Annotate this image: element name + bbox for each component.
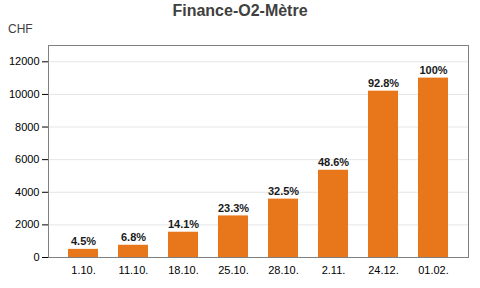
- svg-text:25.10.: 25.10.: [218, 264, 249, 276]
- svg-text:18.10.: 18.10.: [168, 264, 199, 276]
- svg-text:4000: 4000: [15, 186, 39, 198]
- svg-text:28.10.: 28.10.: [268, 264, 299, 276]
- svg-text:23.3%: 23.3%: [218, 202, 249, 214]
- svg-text:2000: 2000: [15, 218, 39, 230]
- svg-text:8000: 8000: [15, 121, 39, 133]
- html-text:CHF: CHF: [8, 22, 33, 36]
- svg-text:6.8%: 6.8%: [121, 231, 146, 243]
- svg-text:0: 0: [33, 251, 39, 263]
- html-text:Finance-O2-Mètre: Finance-O2-Mètre: [172, 2, 308, 19]
- svg-text:4.5%: 4.5%: [71, 235, 96, 247]
- svg-text:14.1%: 14.1%: [168, 218, 199, 230]
- svg-text:2.11.: 2.11.: [322, 264, 346, 276]
- svg-text:24.12.: 24.12.: [368, 264, 399, 276]
- svg-text:10000: 10000: [9, 88, 40, 100]
- svg-text:48.6%: 48.6%: [318, 156, 349, 168]
- svg-text:32.5%: 32.5%: [268, 185, 299, 197]
- svg-text:6000: 6000: [15, 153, 39, 165]
- svg-text:100%: 100%: [419, 64, 447, 76]
- svg-text:11.10.: 11.10.: [119, 264, 149, 276]
- svg-text:01.02.: 01.02.: [418, 264, 449, 276]
- svg-text:92.8%: 92.8%: [368, 77, 399, 89]
- svg-text:1.10.: 1.10.: [71, 264, 95, 276]
- svg-text:12000: 12000: [9, 55, 40, 67]
